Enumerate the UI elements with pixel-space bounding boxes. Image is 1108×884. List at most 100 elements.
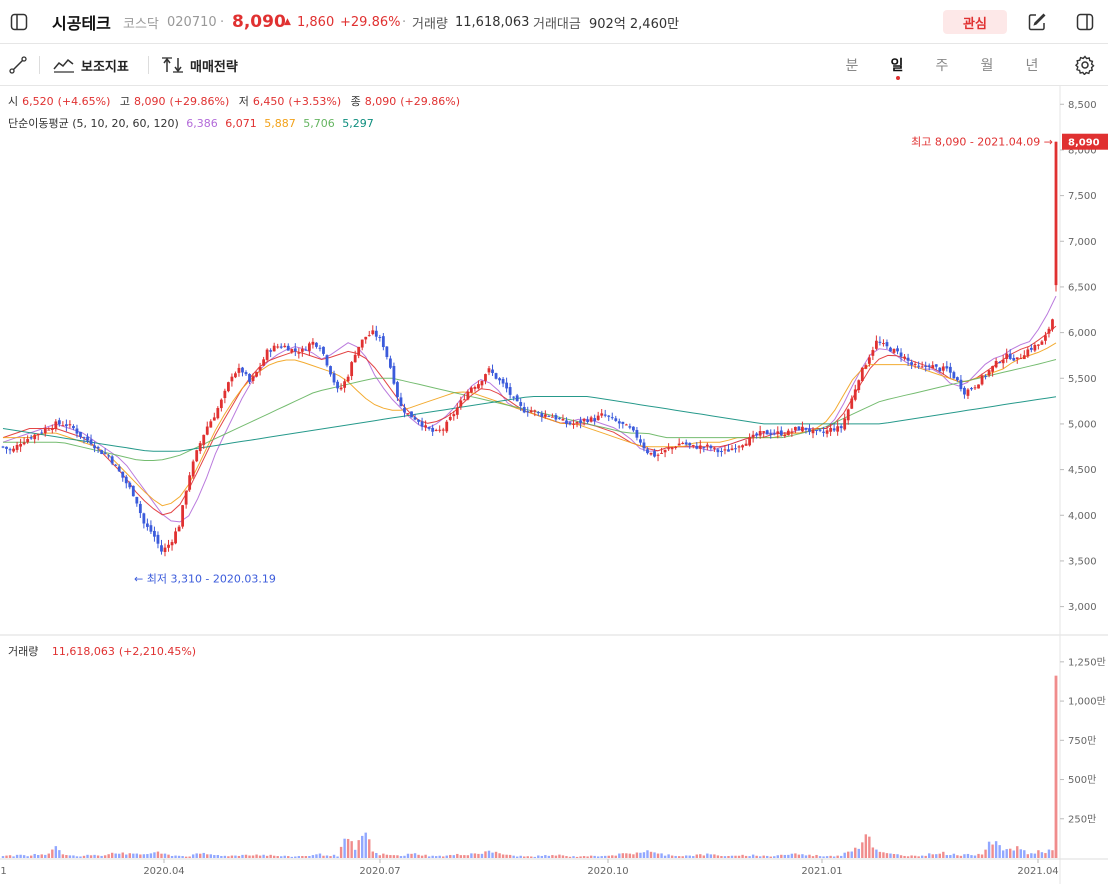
- volume-bar: [417, 854, 420, 858]
- strategy-button[interactable]: 매매전략: [162, 44, 238, 86]
- volume-bar: [1030, 853, 1033, 858]
- candle-body: [853, 389, 857, 400]
- candle-body: [410, 411, 413, 418]
- volume-bar: [575, 856, 579, 858]
- period-tab-year[interactable]: 년: [1025, 58, 1039, 74]
- volume-bar: [942, 851, 945, 858]
- volume-bar: [1051, 850, 1054, 858]
- candle-body: [452, 414, 456, 417]
- volume-bar: [75, 856, 79, 858]
- volume-bar: [382, 853, 385, 858]
- panel-toggle-icon[interactable]: [1074, 0, 1096, 44]
- volume-bar: [297, 856, 301, 858]
- volume-bar: [505, 854, 508, 858]
- candle-body: [1029, 347, 1033, 350]
- volume-value: 11,618,063: [455, 14, 530, 30]
- candle-body: [128, 482, 132, 488]
- volume-bar: [329, 856, 332, 858]
- candle-body: [934, 364, 938, 367]
- candle-body: [466, 391, 470, 400]
- candle-body: [248, 373, 251, 382]
- candle-body: [994, 360, 998, 368]
- volume-bar: [533, 856, 536, 858]
- candle-body: [96, 446, 100, 449]
- volume-bar: [58, 850, 61, 858]
- close-rate: (+29.86%): [400, 95, 460, 108]
- candle-body: [258, 367, 262, 371]
- candle-body: [64, 424, 68, 427]
- low-label: 저: [238, 95, 249, 108]
- separator-dot: ·: [220, 14, 225, 30]
- close-value: 8,090: [364, 95, 397, 108]
- candle-body: [917, 365, 921, 367]
- volume-bar: [811, 856, 815, 858]
- candle-body: [610, 417, 614, 419]
- candle-body: [565, 420, 568, 424]
- candle-body: [223, 390, 227, 399]
- volume-bar: [146, 854, 149, 858]
- volume-bar: [456, 853, 459, 858]
- volume-bar: [332, 854, 336, 858]
- candle-body: [318, 347, 322, 349]
- candle-body: [741, 445, 744, 448]
- volume-bar: [424, 854, 427, 858]
- volume-bar: [89, 855, 93, 858]
- amount-value: 902억 2,460만: [589, 16, 680, 32]
- volume-bar: [843, 852, 846, 858]
- candle-body: [75, 428, 79, 434]
- volume-bar: [600, 856, 603, 858]
- candle-body: [568, 422, 572, 425]
- candle-body: [501, 378, 505, 384]
- drawing-tool-icon[interactable]: [8, 44, 28, 86]
- candle-body: [1051, 319, 1054, 330]
- volume-bar: [716, 855, 720, 858]
- stock-chart[interactable]: 8,500 8,000 7,500 7,000 6,500 6,000 5,500 5,000…: [0, 86, 1108, 884]
- volume-bar: [980, 854, 984, 858]
- volume-bar: [808, 854, 811, 858]
- volume-bar: [15, 854, 19, 858]
- volume-bar: [107, 854, 110, 858]
- favorite-button[interactable]: 관심: [943, 10, 1007, 34]
- settings-gear-icon[interactable]: [1074, 44, 1096, 86]
- volume-bar: [787, 854, 790, 858]
- volume-bar: [994, 841, 998, 858]
- candle-body: [480, 380, 484, 386]
- active-period-indicator: [896, 76, 900, 80]
- volume-bar: [670, 855, 674, 858]
- volume-bar: [174, 855, 177, 858]
- volume-bar: [346, 838, 350, 858]
- candle-body: [980, 375, 984, 385]
- candle-body: [698, 445, 702, 449]
- volume-bar: [699, 854, 702, 858]
- volume-bar: [276, 856, 279, 858]
- candle-body: [371, 330, 375, 335]
- close-label: 종: [350, 95, 361, 108]
- volume-bar: [530, 856, 533, 858]
- volume-bar: [794, 853, 797, 858]
- volume-bar: [572, 856, 575, 858]
- volume-bar: [702, 855, 706, 858]
- period-tab-month[interactable]: 월: [980, 58, 994, 74]
- candle-body: [174, 531, 177, 544]
- indicator-button[interactable]: 보조지표: [53, 44, 129, 86]
- period-tab-minute[interactable]: 분: [845, 58, 859, 74]
- candle-body: [131, 485, 135, 497]
- period-tab-day[interactable]: 일: [890, 58, 904, 74]
- period-tab-week[interactable]: 주: [935, 58, 949, 74]
- volume-bar: [938, 853, 941, 858]
- volume-bar: [96, 855, 100, 858]
- volume-bar: [519, 855, 522, 858]
- candle-body: [107, 455, 111, 457]
- volume-bar: [1047, 849, 1051, 858]
- candle-body: [624, 424, 628, 426]
- ma-line-20: [3, 342, 1057, 507]
- volume-bar: [621, 853, 625, 858]
- candle-body: [695, 445, 699, 449]
- volume-tick-label: 500만: [1068, 774, 1096, 786]
- volume-bar: [265, 855, 269, 858]
- candle-body: [198, 443, 202, 452]
- ma60-value: 5,706: [303, 117, 335, 130]
- edit-icon[interactable]: [1026, 0, 1048, 44]
- volume-bar: [361, 835, 364, 858]
- sidebar-toggle-icon[interactable]: [8, 0, 30, 44]
